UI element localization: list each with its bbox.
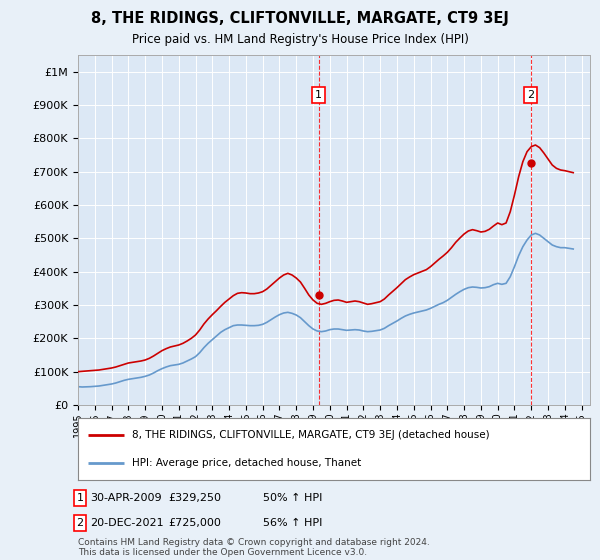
Text: 8, THE RIDINGS, CLIFTONVILLE, MARGATE, CT9 3EJ: 8, THE RIDINGS, CLIFTONVILLE, MARGATE, C… — [91, 11, 509, 26]
Text: 8, THE RIDINGS, CLIFTONVILLE, MARGATE, CT9 3EJ (detached house): 8, THE RIDINGS, CLIFTONVILLE, MARGATE, C… — [132, 430, 490, 440]
Text: Contains HM Land Registry data © Crown copyright and database right 2024.
This d: Contains HM Land Registry data © Crown c… — [78, 538, 430, 557]
Text: 1: 1 — [315, 90, 322, 100]
Text: 56% ↑ HPI: 56% ↑ HPI — [263, 518, 322, 528]
Text: 2: 2 — [527, 90, 535, 100]
Text: Price paid vs. HM Land Registry's House Price Index (HPI): Price paid vs. HM Land Registry's House … — [131, 34, 469, 46]
Text: 30-APR-2009: 30-APR-2009 — [90, 493, 161, 503]
Text: £725,000: £725,000 — [168, 518, 221, 528]
Text: 20-DEC-2021: 20-DEC-2021 — [90, 518, 164, 528]
Text: 1: 1 — [77, 493, 83, 503]
Text: 2: 2 — [76, 518, 83, 528]
Text: 50% ↑ HPI: 50% ↑ HPI — [263, 493, 322, 503]
Text: £329,250: £329,250 — [168, 493, 221, 503]
Text: HPI: Average price, detached house, Thanet: HPI: Average price, detached house, Than… — [132, 458, 361, 468]
